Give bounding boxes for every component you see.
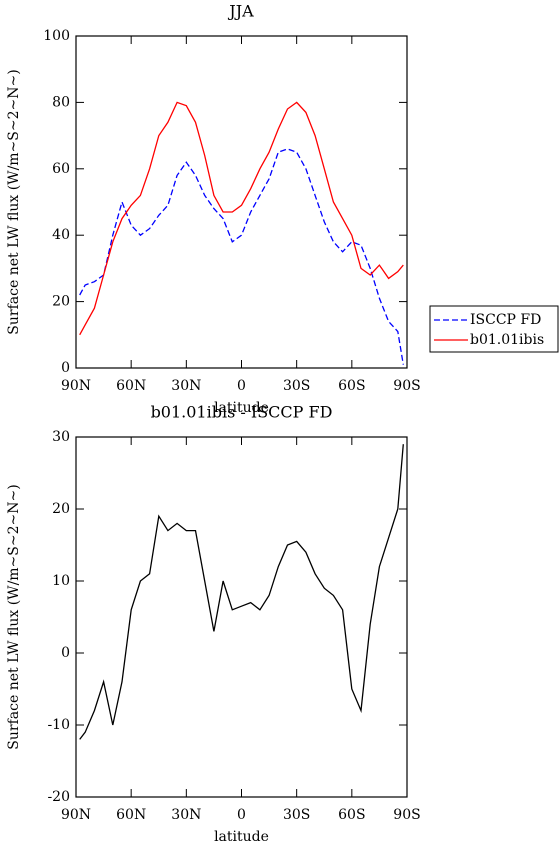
chart-title: b01.01ibis - ISCCP FD <box>151 403 333 422</box>
plot-frame <box>75 436 408 798</box>
y-tick-label: 20 <box>52 501 70 517</box>
y-tick-label: 100 <box>43 28 70 44</box>
x-axis-label: latitude <box>214 400 269 416</box>
legend-box <box>429 305 559 353</box>
y-tick-label: 40 <box>52 227 70 243</box>
x-tick-label: 90S <box>393 378 420 394</box>
x-tick-label: 90N <box>61 807 91 823</box>
x-tick-label: 60S <box>338 378 365 394</box>
x-tick-label: 90N <box>61 378 91 394</box>
y-tick-label: 0 <box>61 360 70 376</box>
x-axis-label: latitude <box>214 829 269 845</box>
y-tick-label: 20 <box>52 294 70 310</box>
plot-frame <box>75 35 408 369</box>
x-tick-label: 0 <box>237 378 246 394</box>
y-tick-label: -20 <box>47 789 70 805</box>
y-tick-label: 30 <box>52 429 70 445</box>
data-line <box>79 444 404 740</box>
y-axis-label: Surface net LW flux (W/m~S~2~N~) <box>6 69 22 334</box>
data-line <box>79 148 404 365</box>
chart-title: JJA <box>227 2 254 21</box>
x-tick-label: 60S <box>338 807 365 823</box>
y-tick-label: -10 <box>47 717 70 733</box>
y-tick-label: 10 <box>52 573 70 589</box>
legend-label: b01.01ibis <box>470 332 544 348</box>
x-tick-label: 30S <box>283 378 310 394</box>
x-tick-label: 30N <box>171 378 201 394</box>
y-tick-label: 0 <box>61 645 70 661</box>
y-tick-label: 60 <box>52 161 70 177</box>
y-tick-label: 80 <box>52 94 70 110</box>
legend-label: ISCCP FD <box>470 312 541 328</box>
x-tick-label: 60N <box>116 807 146 823</box>
x-tick-label: 30S <box>283 807 310 823</box>
x-tick-label: 60N <box>116 378 146 394</box>
data-line <box>79 101 404 336</box>
x-tick-label: 0 <box>237 807 246 823</box>
y-axis-label: Surface net LW flux (W/m~S~2~N~) <box>6 484 22 749</box>
x-tick-label: 90S <box>393 807 420 823</box>
x-tick-label: 30N <box>171 807 201 823</box>
